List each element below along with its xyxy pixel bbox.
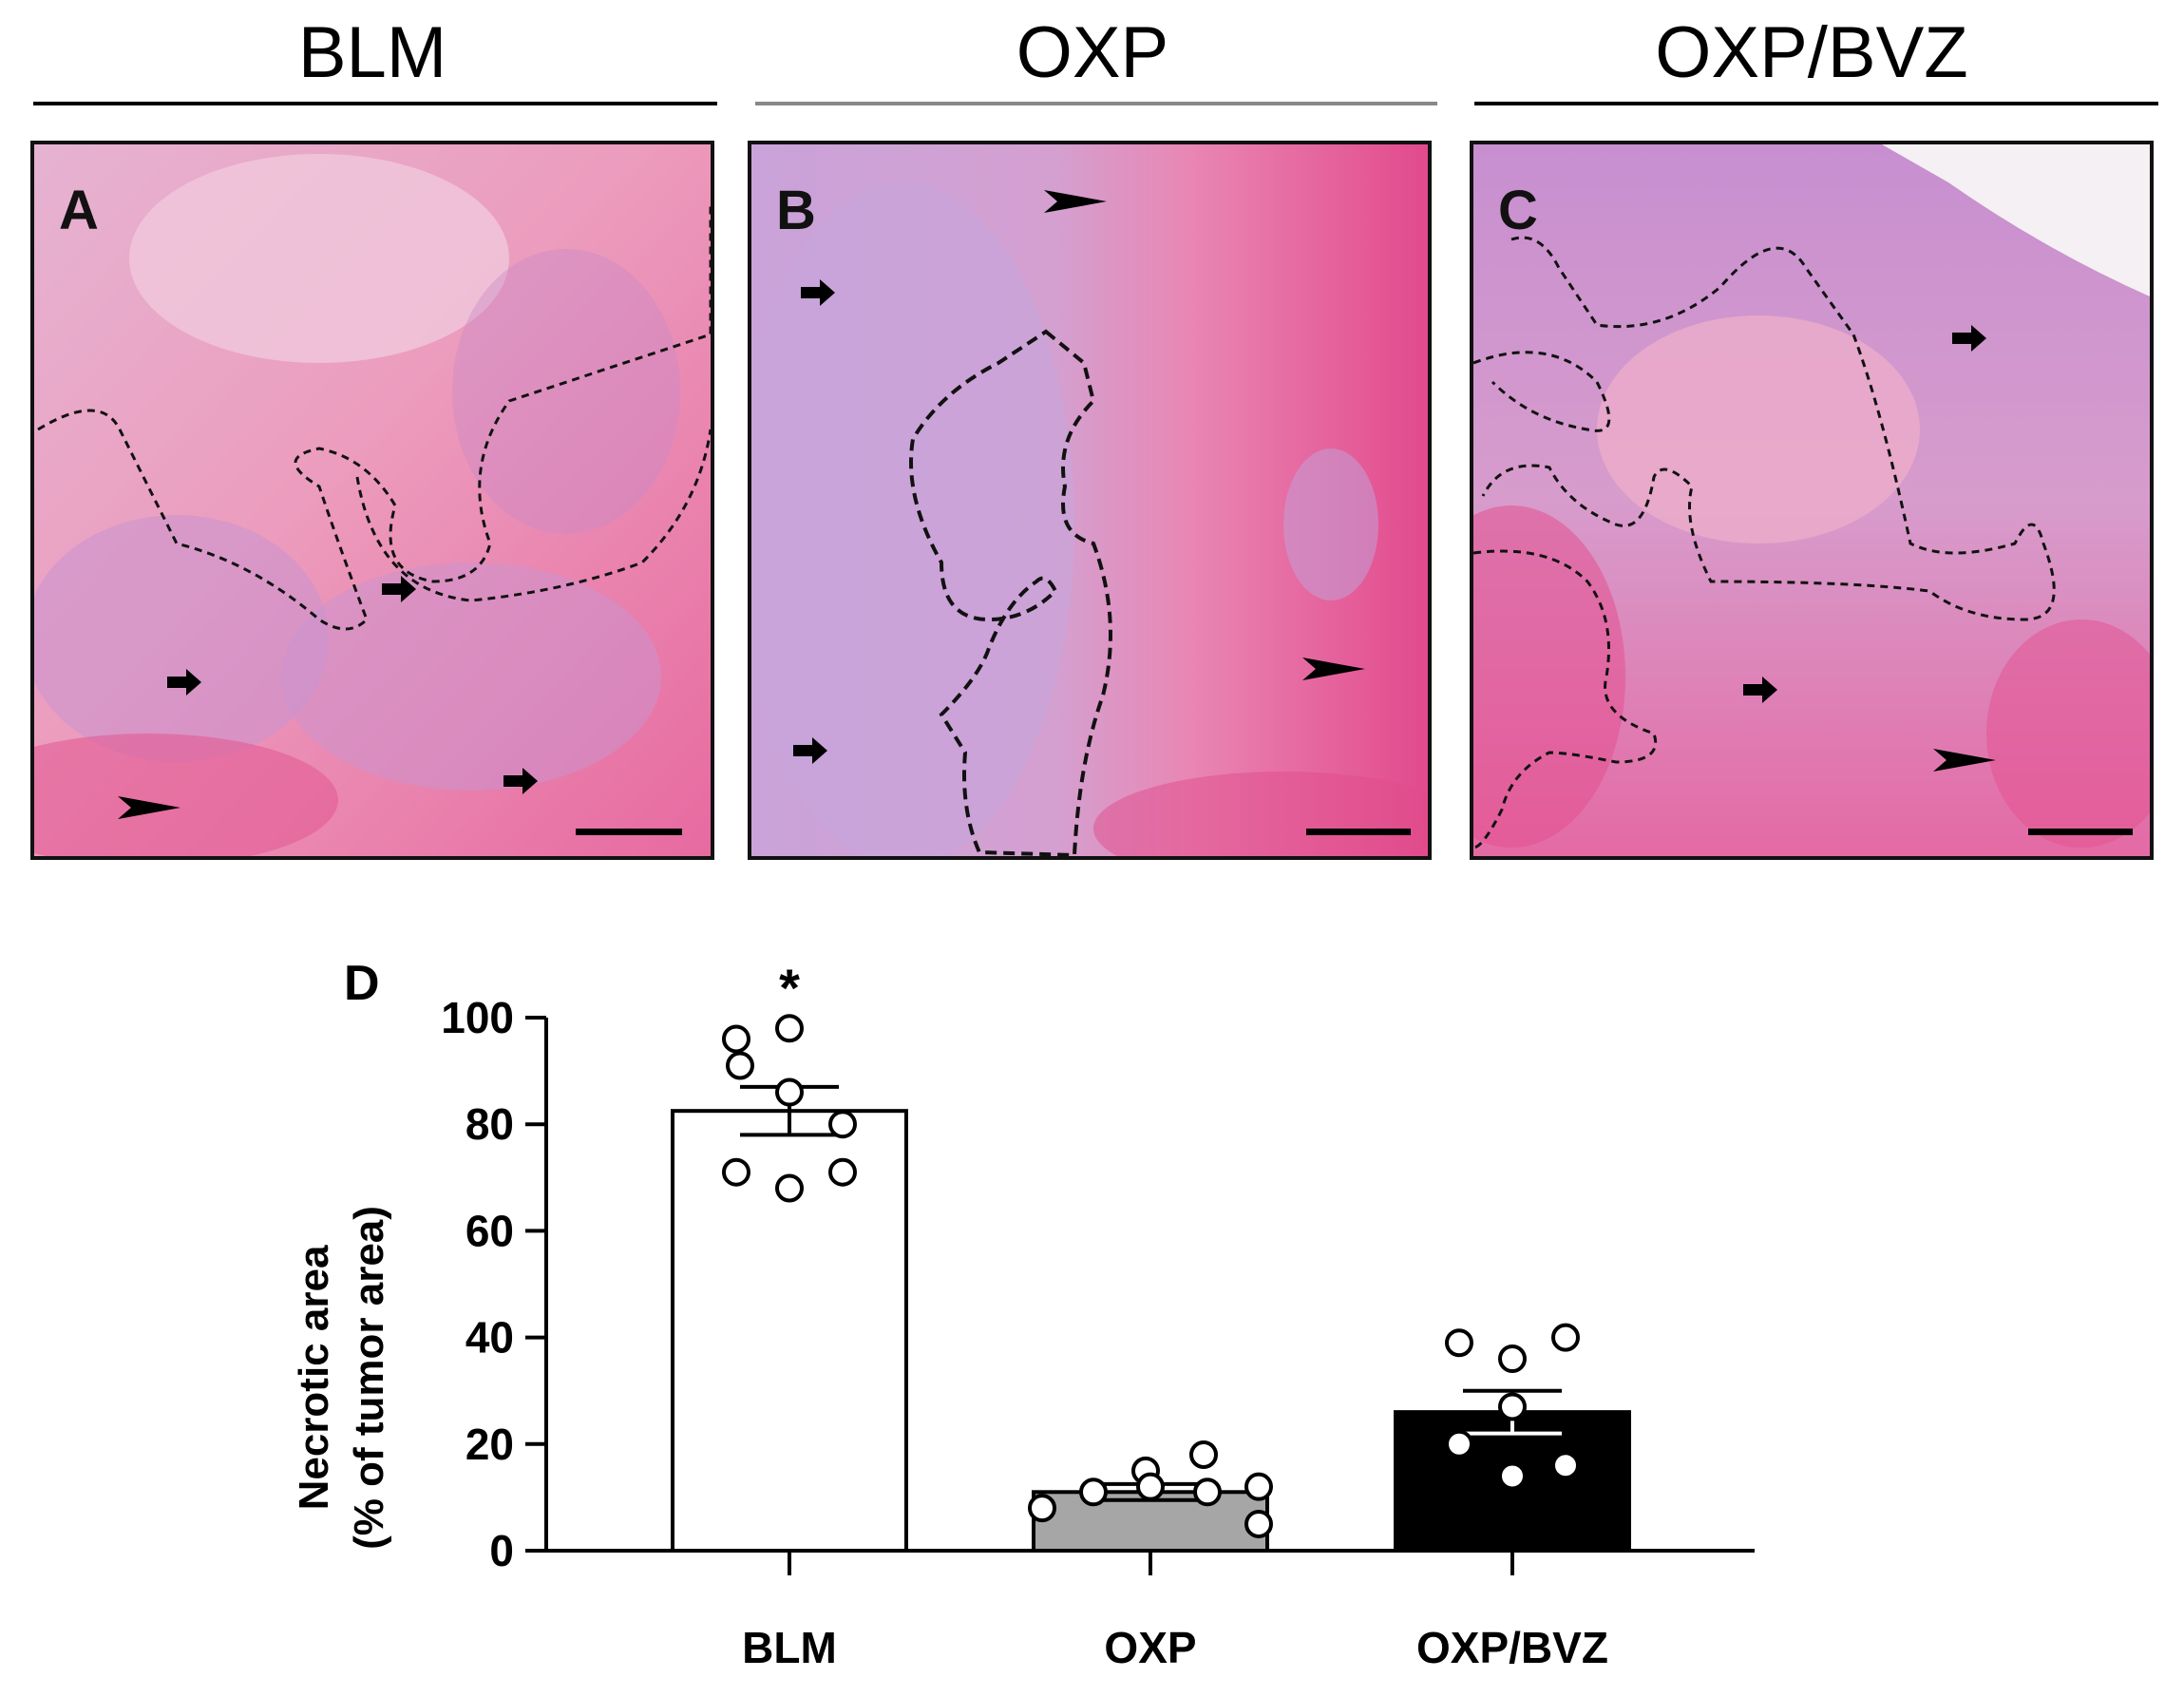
arrow-icon <box>793 737 827 764</box>
data-point <box>1244 1509 1273 1538</box>
data-point <box>726 1051 754 1080</box>
arrowhead-icon <box>1302 658 1365 680</box>
arrow-icon <box>382 576 416 602</box>
dashed-region-outline <box>355 429 711 602</box>
dashed-region-outline <box>1473 549 1657 849</box>
y-axis-label-line1: Necrotic area <box>291 1245 337 1510</box>
scale-bar <box>1306 829 1411 835</box>
arrow-icon <box>1952 325 1986 352</box>
data-point <box>775 1077 804 1107</box>
data-point <box>1028 1494 1056 1523</box>
data-point <box>1136 1472 1165 1501</box>
y-tick-label: 80 <box>465 1099 514 1149</box>
histology-panel-c: C <box>1470 141 2154 860</box>
arrowhead-icon <box>118 796 180 819</box>
panel-letter-c: C <box>1498 180 1538 241</box>
dashed-region-outline <box>909 329 1112 856</box>
group-rule-oxp-bvz <box>1474 102 2158 105</box>
panel-letter-b: B <box>776 180 816 241</box>
group-rule-oxp <box>755 102 1437 105</box>
data-point <box>1244 1472 1273 1501</box>
histology-panel-b: B <box>748 141 1432 860</box>
x-tick-label: OXP/BVZ <box>1416 1623 1608 1672</box>
group-title-oxp: OXP <box>1016 12 1169 93</box>
group-title-oxp-bvz: OXP/BVZ <box>1655 12 1968 93</box>
data-point <box>1193 1478 1222 1507</box>
data-point <box>1551 1323 1580 1352</box>
scale-bar <box>2028 829 2133 835</box>
data-point <box>1498 1461 1527 1491</box>
dashed-region-outline <box>37 201 711 631</box>
data-point <box>828 1157 857 1187</box>
data-point <box>1445 1328 1473 1358</box>
panel-letter-d: D <box>344 956 380 1011</box>
y-axis-label-line2: (% of tumor area) <box>346 1206 392 1550</box>
y-tick-label: 60 <box>465 1206 514 1255</box>
arrow-icon <box>801 279 835 306</box>
data-point <box>775 1014 804 1043</box>
histology-image-a <box>34 144 711 856</box>
x-tick-label: BLM <box>742 1623 837 1672</box>
group-title-blm: BLM <box>297 12 447 93</box>
scale-bar <box>576 829 682 835</box>
y-tick-label: 20 <box>465 1420 514 1469</box>
panel-letter-a: A <box>59 180 99 241</box>
arrow-icon <box>1743 677 1777 703</box>
arrow-icon <box>503 768 538 794</box>
data-point <box>722 1157 750 1187</box>
necrotic-area-bar-chart: D Necrotic area (% of tumor area) 0 20 40 6… <box>291 956 1755 1672</box>
arrowhead-icon <box>1933 749 1996 772</box>
histology-image-c <box>1473 144 2150 856</box>
significance-asterisk: * <box>779 958 800 1018</box>
y-tick-label: 100 <box>441 993 514 1042</box>
data-point <box>828 1110 857 1139</box>
dashed-region-outline <box>1473 351 1611 432</box>
data-point <box>1498 1344 1527 1374</box>
histology-panel-a: A <box>30 141 714 860</box>
y-tick-label: 0 <box>489 1526 514 1575</box>
data-point <box>1079 1478 1108 1507</box>
data-point <box>1189 1440 1218 1470</box>
data-point <box>1551 1451 1580 1480</box>
y-tick-label: 40 <box>465 1313 514 1363</box>
x-tick-label: OXP <box>1104 1623 1196 1672</box>
data-point <box>1445 1429 1473 1459</box>
histology-image-b <box>751 144 1428 856</box>
group-rule-blm <box>33 102 717 105</box>
data-point <box>1498 1392 1527 1421</box>
data-point <box>722 1024 750 1054</box>
arrow-icon <box>167 669 201 696</box>
data-point <box>775 1173 804 1203</box>
arrowhead-icon <box>1044 190 1107 213</box>
